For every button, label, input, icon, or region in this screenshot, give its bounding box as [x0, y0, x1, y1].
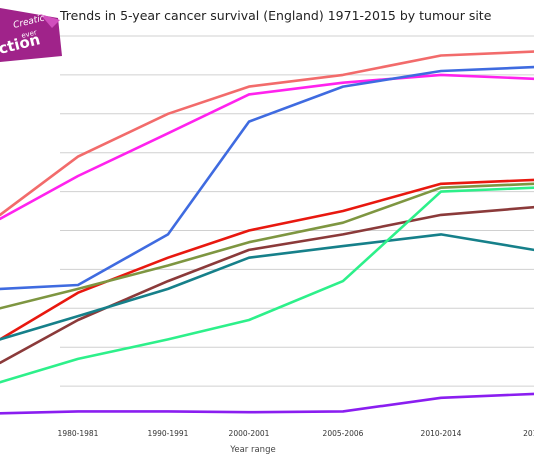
logo-badge: Creatic ever ction: [0, 8, 62, 62]
series-line-7: [0, 186, 534, 384]
series-line-2: [0, 65, 534, 291]
x-tick-label-3: 2000-2001: [229, 429, 270, 438]
x-tick-label-5: 2010-2014: [421, 429, 462, 438]
chart-title: Trends in 5-year cancer survival (Englan…: [59, 8, 492, 23]
series-line-3: [0, 178, 534, 341]
series-line-8: [0, 392, 534, 415]
series-line-0: [0, 50, 534, 217]
series-line-5: [0, 205, 534, 365]
series-line-4: [0, 182, 534, 310]
x-tick-label-6: 2011-: [523, 429, 534, 438]
series-line-6: [0, 233, 534, 341]
x-tick-labels: 1980-1981 1990-1991 2000-2001 2005-2006 2010…: [58, 429, 534, 438]
logo-accent: [40, 14, 60, 28]
series-line-1: [0, 73, 534, 221]
logo-line2: ever: [21, 28, 38, 40]
x-tick-label-4: 2005-2006: [323, 429, 364, 438]
x-tick-label-2: 1990-1991: [148, 429, 189, 438]
x-tick-label-1: 1980-1981: [58, 429, 99, 438]
x-axis-label: Year range: [229, 445, 275, 455]
series-lines: [0, 50, 534, 415]
